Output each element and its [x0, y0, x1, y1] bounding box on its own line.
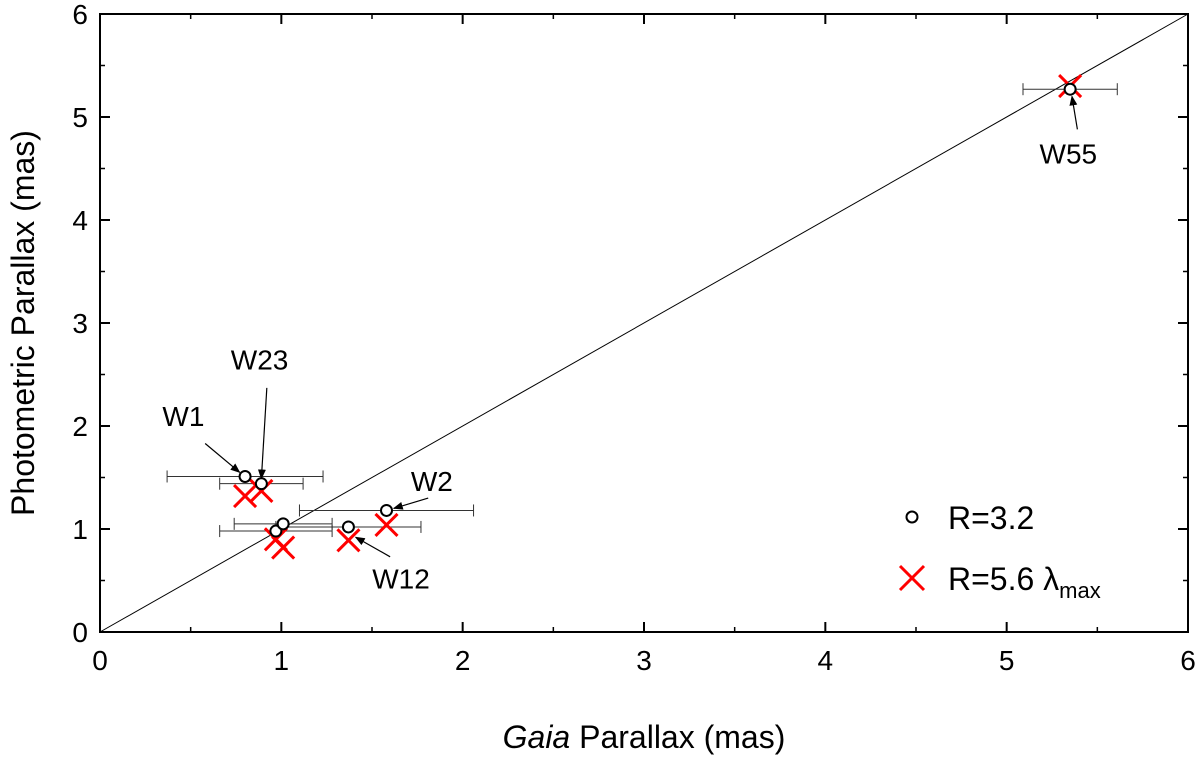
x-tick-label: 1	[274, 645, 290, 676]
x-tick-label: 6	[1180, 645, 1196, 676]
reference-layer	[99, 13, 1189, 633]
x-marker-stroke	[374, 512, 399, 537]
legend-item-r56: R=5.6 λmax	[898, 561, 1101, 603]
annotation-label-w2: W2	[411, 466, 453, 497]
annotation-label-w12: W12	[372, 564, 430, 595]
data-point-r32	[238, 469, 252, 483]
y-tick-label: 2	[72, 411, 88, 442]
annotation-layer: W1 W23 W2 W12 W55	[162, 95, 1098, 595]
y-tick-label: 3	[72, 308, 88, 339]
legend-label-r56: R=5.6 λmax	[948, 561, 1101, 603]
y-tick-label: 0	[72, 617, 88, 648]
legend-label-r56-sub: max	[1059, 578, 1101, 603]
legend-marker-r56	[898, 564, 926, 592]
annotation-label-w1: W1	[162, 401, 204, 432]
data-point-r32	[341, 520, 355, 534]
errorbar-layer	[166, 83, 1118, 538]
one-to-one-line	[99, 13, 1189, 633]
y-tick-label: 5	[72, 102, 88, 133]
data-point-r56	[233, 483, 258, 509]
x-marker-stroke	[336, 528, 361, 553]
annotation-label-w23: W23	[231, 344, 289, 375]
data-point-r56	[374, 512, 399, 537]
x-axis-title: Gaia Parallax (mas)	[503, 719, 786, 755]
tick-layer: 0 1 2 3 4 5 6 0 1 2 3 4 5 6	[72, 0, 1195, 676]
x-marker-stroke	[233, 483, 258, 509]
x-tick-label: 0	[92, 645, 108, 676]
points-layer	[233, 74, 1083, 560]
x-axis-title-text: Parallax (mas)	[570, 719, 785, 755]
data-point-r32	[380, 503, 394, 517]
x-marker-stroke	[898, 564, 926, 592]
data-point-r56	[249, 478, 274, 503]
legend: R=3.2 R=5.6 λmax	[898, 500, 1101, 603]
data-point-r32	[1063, 82, 1077, 96]
legend-item-r32: R=3.2	[905, 500, 1034, 536]
legend-marker-r32	[905, 510, 919, 524]
x-tick-label: 5	[999, 645, 1015, 676]
legend-label-r56-main: R=5.6	[948, 561, 1043, 597]
x-tick-label: 3	[636, 645, 652, 676]
x-marker-stroke	[271, 535, 296, 560]
data-point-r32	[276, 517, 290, 531]
y-tick-label: 4	[72, 205, 88, 236]
data-point-r32	[254, 477, 268, 491]
data-point-r56	[271, 535, 296, 560]
y-axis-title: Photometric Parallax (mas)	[5, 130, 41, 516]
data-point-r56	[336, 528, 361, 553]
annotation-arrow	[257, 387, 268, 480]
legend-label-r56-lambda: λ	[1043, 561, 1059, 597]
annotation-arrow	[392, 497, 429, 510]
x-marker-stroke	[249, 478, 274, 503]
y-tick-label: 6	[72, 0, 88, 30]
annotation-arrow	[204, 443, 241, 473]
x-axis-title-italic: Gaia	[503, 719, 571, 755]
y-tick-label: 1	[72, 514, 88, 545]
annotation-arrow	[354, 536, 391, 558]
legend-label-r32: R=3.2	[948, 500, 1034, 536]
x-tick-label: 2	[455, 645, 471, 676]
x-tick-label: 4	[818, 645, 834, 676]
annotation-arrow	[1069, 95, 1078, 130]
annotation-label-w55: W55	[1040, 138, 1098, 169]
